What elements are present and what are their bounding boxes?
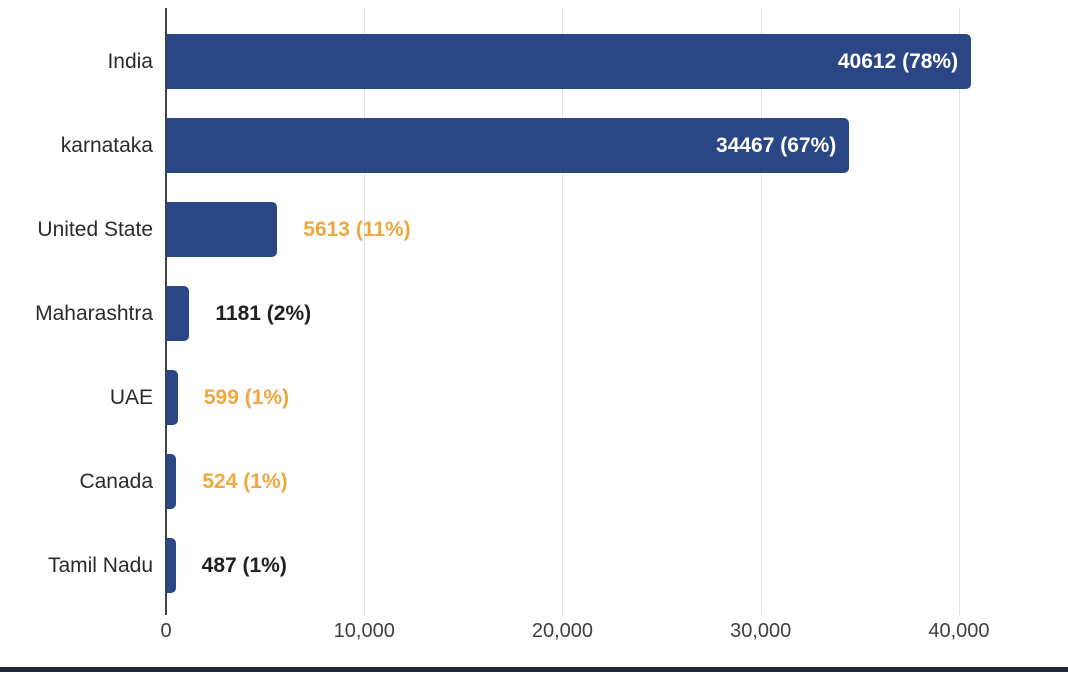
bar-karnataka: 34467 (67%)	[166, 118, 850, 173]
category-label-tamil-nadu: Tamil Nadu	[47, 554, 153, 577]
value-label-tamil-nadu: 487 (1%)	[201, 554, 287, 577]
value-label-canada: 524 (1%)	[202, 470, 288, 493]
bar-canada	[166, 454, 177, 509]
value-label-maharashtra: 1181 (2%)	[215, 302, 312, 325]
gridline-10000	[364, 8, 366, 615]
category-label-uae: UAE	[109, 386, 153, 409]
category-label-karnataka: karnataka	[60, 134, 153, 157]
x-tick-label: 20,000	[531, 620, 594, 642]
bottom-divider	[0, 667, 1068, 672]
value-label-india: 40612 (78%)	[837, 50, 959, 73]
value-label-uae: 599 (1%)	[203, 386, 290, 409]
value-label-united-state: 5613 (11%)	[303, 218, 411, 241]
value-label-karnataka: 34467 (67%)	[716, 134, 837, 157]
x-tick-label: 30,000	[730, 620, 792, 642]
category-label-india: India	[107, 50, 153, 73]
gridline-30000	[760, 8, 762, 615]
bar-india: 40612 (78%)	[166, 34, 972, 89]
category-label-maharashtra: Maharashtra	[35, 302, 153, 325]
gridline-20000	[562, 8, 564, 615]
category-label-canada: Canada	[79, 470, 153, 493]
bar-maharashtra	[166, 286, 190, 341]
plot-area: 40612 (78%) 34467 (67%) 5613 (11%) 1181 (2%…	[166, 8, 1045, 615]
category-label-united-state: United State	[37, 218, 153, 241]
category-axis-labels: India karnataka United State Maharashtra UAE…	[0, 8, 153, 615]
bar-tamil-nadu	[166, 538, 176, 593]
x-tick-label: 40,000	[928, 620, 990, 642]
x-tick-label: 0	[160, 620, 172, 642]
bar-uae	[166, 370, 178, 425]
bar-united-state	[166, 202, 278, 257]
gridline-40000	[958, 8, 960, 615]
x-tick-label: 10,000	[333, 620, 395, 642]
